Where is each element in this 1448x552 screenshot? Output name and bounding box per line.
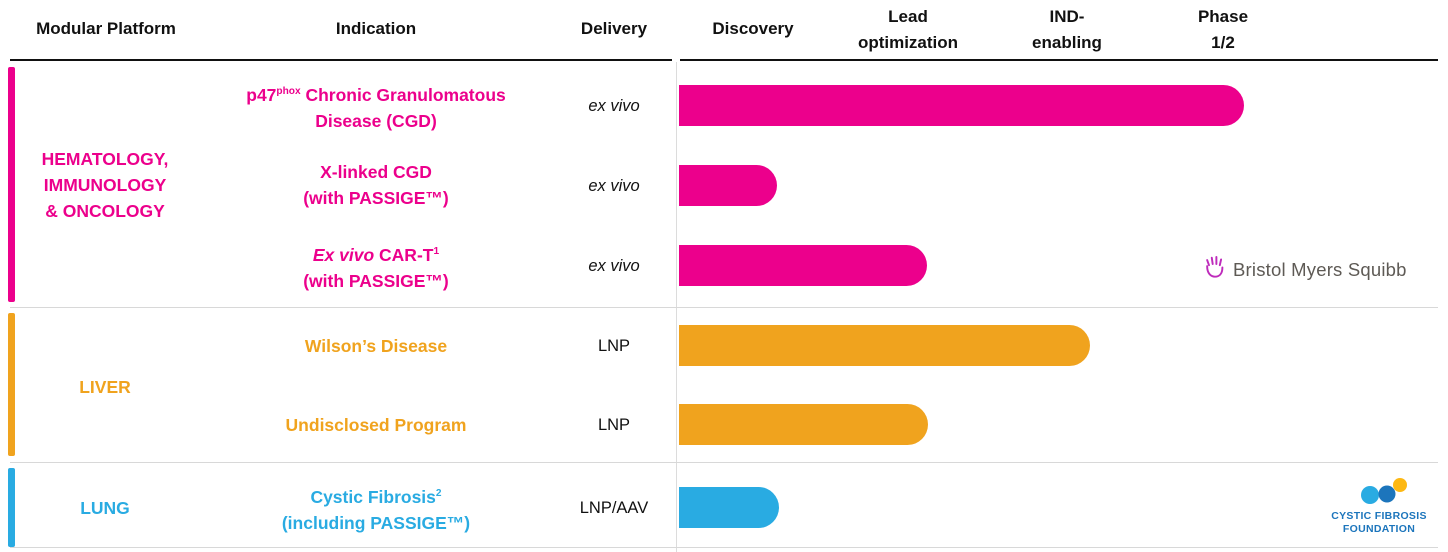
pipeline-bar-cystic-fibrosis	[679, 487, 779, 528]
delivery-lnp: LNP	[597, 337, 631, 355]
platform-label-hematology: HEMATOLOGY, IMMUNOLOGY & ONCOLOGY	[41, 149, 169, 221]
indication-ex-vivo-car-t: Ex vivo CAR-T1 (with PASSIGE™)	[303, 244, 449, 291]
hematology-accent-bar	[8, 67, 15, 302]
header-stage-discovery: Discovery	[712, 19, 794, 38]
header-stage-lead-optimization: Lead optimization	[857, 7, 959, 52]
delivery-lnp: LNP	[597, 416, 631, 434]
indication-undisclosed-program: Undisclosed Program	[285, 415, 467, 435]
pipeline-bar-p47phox-cgd	[679, 85, 1244, 126]
platform-label-lung: LUNG	[80, 498, 130, 518]
header-delivery: Delivery	[580, 19, 648, 38]
cff-logo-text: CYSTIC FIBROSIS FOUNDATION	[1331, 510, 1427, 535]
cff-circles-icon	[1318, 477, 1440, 510]
group-separator	[10, 462, 1438, 463]
header-stage-ind-enabling: IND- enabling	[1032, 7, 1102, 52]
cff-logo: CYSTIC FIBROSIS FOUNDATION	[1318, 477, 1440, 536]
header-indication: Indication	[335, 19, 417, 38]
lung-accent-bar	[8, 468, 15, 547]
pipeline-bar-undisclosed-program	[679, 404, 928, 445]
liver-accent-bar	[8, 313, 15, 456]
platform-label-liver: LIVER	[79, 377, 131, 397]
header-underline-left	[10, 59, 672, 61]
delivery-lnp-aav: LNP/AAV	[579, 499, 649, 517]
indication-p47phox-cgd: p47phox Chronic Granulomatous Disease (C…	[246, 84, 506, 131]
group-separator	[10, 307, 1438, 308]
header-stage-phase-1-2: Phase 1/2	[1197, 7, 1249, 52]
delivery-ex-vivo: ex vivo	[588, 177, 640, 195]
pipeline-bar-x-linked-cgd	[679, 165, 777, 206]
header-modular-platform: Modular Platform	[36, 19, 176, 38]
bms-logo: Bristol Myers Squibb	[1203, 254, 1407, 285]
indication-x-linked-cgd: X-linked CGD (with PASSIGE™)	[303, 162, 449, 208]
bms-hand-icon	[1203, 254, 1227, 285]
delivery-ex-vivo: ex vivo	[588, 97, 640, 115]
group-separator	[10, 547, 1438, 548]
pipeline-bar-wilsons-disease	[679, 325, 1090, 366]
pipeline-bar-ex-vivo-car-t	[679, 245, 927, 286]
indication-cystic-fibrosis: Cystic Fibrosis2 (including PASSIGE™)	[281, 486, 471, 533]
header-underline-right	[680, 59, 1438, 61]
delivery-ex-vivo: ex vivo	[588, 257, 640, 275]
indication-wilsons-disease: Wilson’s Disease	[304, 336, 448, 356]
bms-logo-text: Bristol Myers Squibb	[1233, 258, 1407, 280]
